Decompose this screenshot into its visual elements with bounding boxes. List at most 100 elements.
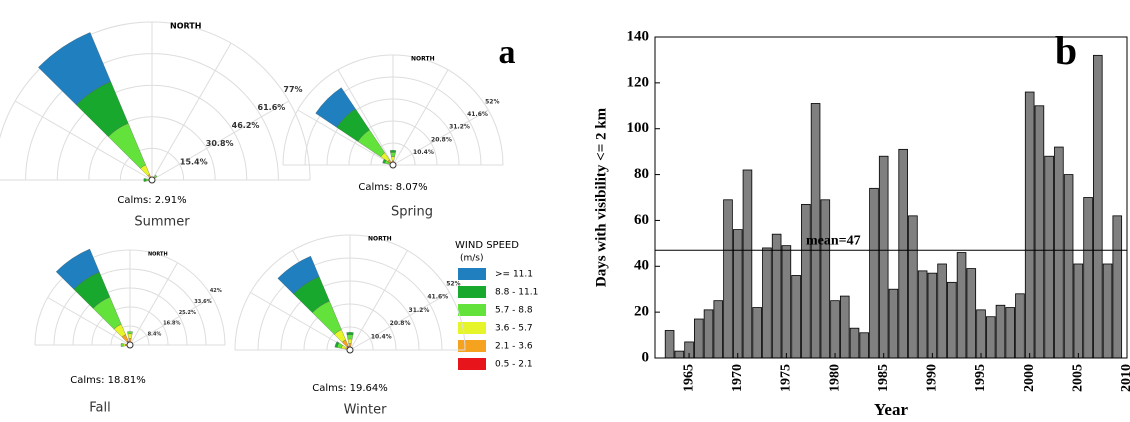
y-tick-label: 80 [634,166,649,182]
ring-label: 16.8% [163,321,180,327]
north-label: NORTH [170,22,201,31]
bar [1112,215,1123,359]
x-tick-label: 1965 [681,364,696,392]
rose-segment [127,331,133,335]
rose-segment [346,332,354,335]
bar [976,309,986,359]
ring-label: 10.4% [413,149,434,156]
bar [781,245,792,359]
ring-label: 15.4% [180,157,208,166]
x-tick-label: 1990 [925,364,940,392]
legend-label: >= 11.1 [495,270,533,280]
ring [280,280,420,351]
bar [1073,263,1084,359]
bar [878,155,889,359]
calms-label: Calms: 2.91% [117,195,186,206]
ring [326,326,374,351]
legend-label: 8.8 - 11.1 [495,288,538,298]
ring-label: 10.4% [371,333,392,340]
legend-unit: (m/s) [460,254,484,264]
x-axis-label: Year [874,400,908,419]
rose-segment [334,341,340,348]
rose-title: Winter [344,403,388,418]
bar [810,103,821,359]
rose-segment [315,87,356,128]
ring [34,249,226,346]
ring [326,98,460,166]
bar [674,350,685,359]
ring [25,53,279,181]
ring [303,303,397,351]
rose-segment [143,178,147,182]
bar [664,330,675,359]
rose-segment [390,152,396,157]
rose-title: Summer [134,215,190,230]
bar [869,187,879,359]
y-axis-label: Days with visibility <= 2 km [593,107,609,287]
ring-label: 30.8% [206,139,234,148]
bar [820,199,831,359]
bar [762,247,772,359]
bar [917,270,928,359]
spoke [14,100,153,181]
y-tick-label: 140 [627,28,650,44]
bar [830,300,840,359]
ring-label: 25.2% [179,310,196,316]
ring-label: 8.4% [148,332,162,338]
ring [348,120,438,166]
spoke [337,69,394,166]
ring [370,142,416,166]
ring-label: 31.2% [409,307,430,314]
x-tick-label: 1975 [779,364,794,392]
bar [723,199,733,359]
bar [927,272,938,359]
legend-swatch [458,304,486,316]
bar [1034,105,1045,359]
spoke [151,100,290,181]
calm-circle [148,176,156,184]
ring [119,147,185,181]
calm-circle [346,346,354,354]
bar [1093,54,1103,359]
spoke [349,292,450,351]
ring [110,325,150,346]
spoke [349,250,408,351]
x-tick-label: 2000 [1022,364,1037,392]
rose-segment [127,333,133,339]
ring [88,116,216,181]
rose-segment [382,158,387,164]
bar [1015,293,1025,359]
panel-label: b [1055,28,1077,73]
rose-segment [277,255,320,295]
rose-title: Fall [89,401,110,416]
ring-label: 77% [283,85,302,94]
bar [713,300,724,359]
x-tick-label: 1985 [876,364,891,392]
legend-swatch [458,358,486,370]
bar [732,229,743,359]
rose-segment [55,248,100,290]
legend-label: 5.7 - 8.8 [495,306,533,316]
rose-segment [391,156,395,162]
bar [995,304,1006,359]
north-label: NORTH [148,252,168,258]
ring-label: 20.8% [390,320,411,327]
bar [742,169,753,359]
bar [1024,91,1035,359]
rose-segment [120,343,124,347]
ring-label: 46.2% [232,121,260,130]
calm-circle [389,161,397,169]
spoke [47,297,131,346]
bar [849,327,860,359]
bar [1005,307,1015,359]
ring-label: 20.8% [431,136,452,143]
x-tick-label: 1970 [730,364,745,392]
legend-swatch [458,268,486,280]
bar [801,203,811,359]
ring [304,76,482,166]
legend-swatch [458,322,486,334]
ring [56,84,248,181]
ring [282,54,504,166]
bar [985,316,996,359]
